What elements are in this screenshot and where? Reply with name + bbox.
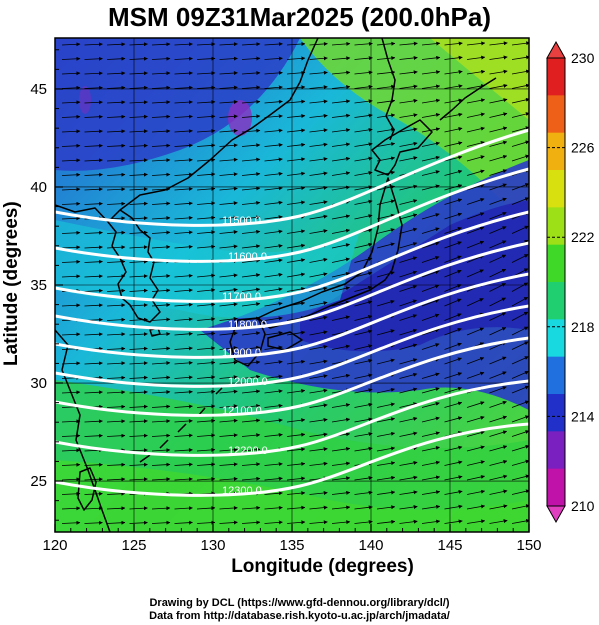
x-tick-label: 130: [200, 537, 225, 554]
colorbar-tick-label: 222: [571, 229, 595, 245]
colorbar-segment: [547, 245, 565, 283]
x-tick-label: 120: [42, 537, 67, 554]
contour-label: 12100.0: [222, 405, 262, 417]
colorbar-segment: [547, 170, 565, 208]
colorbar-segment: [547, 207, 565, 245]
x-tick-label: 140: [358, 537, 383, 554]
colorbar-tick-label: 218: [571, 319, 595, 335]
x-tick-label: 135: [279, 537, 304, 554]
contour-label: 11600.0: [228, 251, 267, 263]
colorbar-segment: [547, 133, 565, 171]
colorbar-tick-label: 210: [571, 498, 595, 514]
contour-label: 11900.0: [222, 347, 261, 359]
contour-label: 11800.0: [228, 319, 267, 331]
y-tick-label: 40: [30, 179, 47, 196]
colorbar-tick-label: 226: [571, 140, 595, 156]
colorbar-segment: [547, 58, 565, 96]
colorbar-segment: [547, 95, 565, 133]
colorbar-segment: [547, 282, 565, 320]
contour-label: 11700.0: [222, 291, 261, 303]
colorbar-top-triangle: [547, 42, 565, 58]
colorbar-bottom-triangle: [547, 506, 565, 522]
y-tick-label: 45: [30, 81, 47, 98]
x-tick-label: 150: [516, 537, 541, 554]
x-tick-label: 145: [437, 537, 462, 554]
colorbar-segment: [547, 469, 565, 507]
colorbar-segment: [547, 357, 565, 395]
colorbar-tick-label: 214: [571, 408, 595, 424]
y-tick-label: 35: [30, 277, 47, 294]
contour-label: 12000.0: [228, 376, 268, 388]
contour-label: 11500.0: [222, 215, 261, 227]
contour-label: 12300.0: [222, 485, 262, 497]
x-tick-label: 125: [121, 537, 146, 554]
colorbar-segment: [547, 319, 565, 357]
temperature-field: 11500.0 11600.0 11700.0 11800.0 11900.0 12000…: [55, 38, 530, 532]
colorbar-segment: [547, 394, 565, 432]
colorbar: 230 226 222 218 214 210: [547, 42, 595, 522]
colorbar-tick-label: 230: [571, 50, 595, 66]
colorbar-segment: [547, 431, 565, 469]
y-tick-label: 25: [30, 473, 47, 490]
contour-label: 12200.0: [228, 445, 268, 457]
y-tick-label: 30: [30, 375, 47, 392]
